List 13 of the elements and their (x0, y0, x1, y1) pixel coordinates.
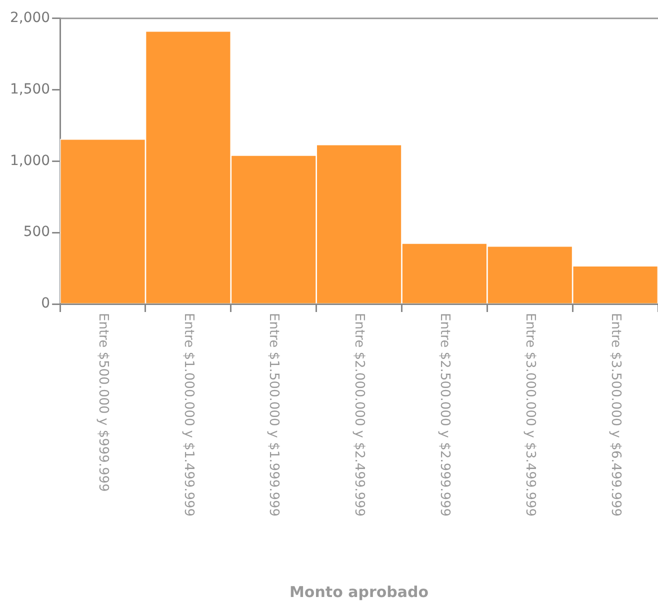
x-tick-label: Entre $1.000.000 y $1.499.999 (180, 313, 196, 517)
x-tick-label: Entre $2.500.000 y $2.999.999 (437, 313, 452, 517)
x-tick-label: Entre $1.500.000 y $1.999.999 (266, 313, 282, 517)
x-tick-label: Entre $3.500.000 y $6.499.999 (608, 313, 623, 517)
x-tick-label: Entre $2.000.000 y $2.499.999 (352, 313, 367, 517)
x-axis-title: Monto aprobado (290, 582, 429, 601)
x-tick-label: Entre $500.000 y $999.999 (95, 313, 110, 492)
y-tick-label: 0 (41, 296, 50, 312)
y-tick-label: 1,000 (10, 152, 50, 169)
y-tick-label: 500 (23, 224, 50, 240)
x-tick-label: Entre $3.000.000 y $3.499.999 (522, 313, 538, 517)
y-tick-label: 1,500 (10, 81, 50, 98)
y-tick-label: 2,000 (10, 10, 50, 26)
